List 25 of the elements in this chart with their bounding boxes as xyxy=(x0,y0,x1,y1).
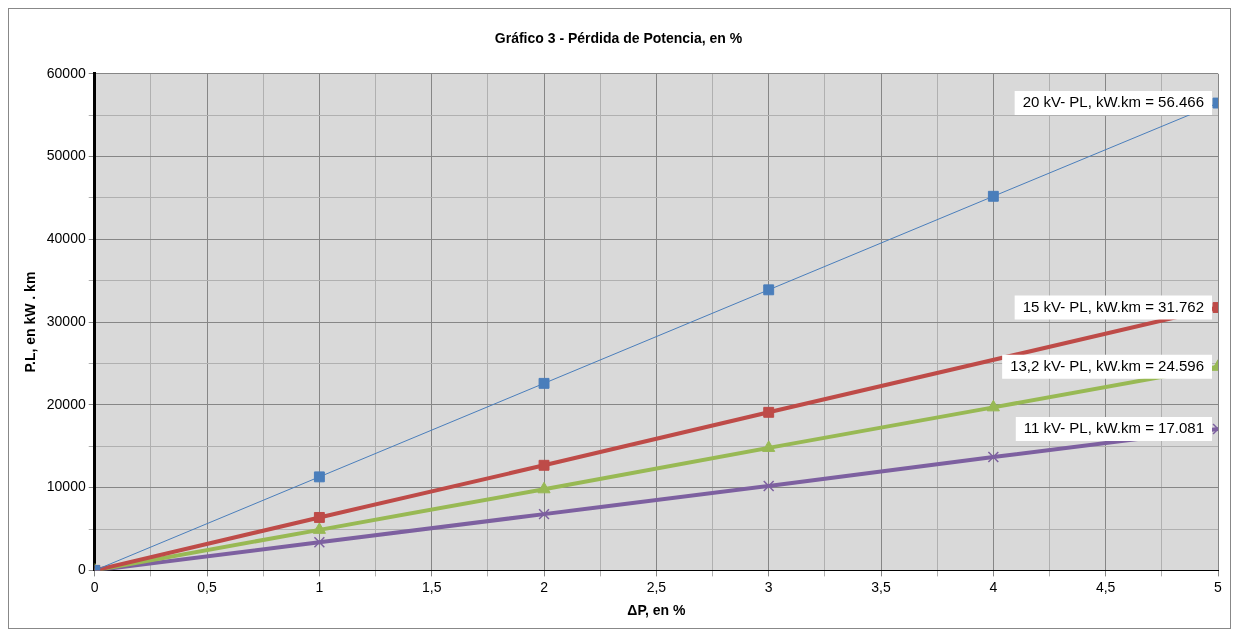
annotation: 20 kV- PL, kW.km = 56.466 xyxy=(1022,93,1204,111)
chart-title: Gráfico 3 - Pérdida de Potencia, en % xyxy=(494,30,743,47)
x-tick-label: 1 xyxy=(315,578,324,595)
x-tick-label: 0 xyxy=(90,578,99,595)
x-tick-label: 3,5 xyxy=(871,578,891,595)
annotation: 13,2 kV- PL, kW.km = 24.596 xyxy=(1010,356,1204,374)
x-tick-label: 2 xyxy=(540,578,549,595)
y-tick-label: 50000 xyxy=(46,147,86,164)
x-tick-label: 5 xyxy=(1214,578,1223,595)
x-tick-label: 4,5 xyxy=(1095,578,1116,595)
annotation: 11 kV- PL, kW.km = 17.081 xyxy=(1023,419,1204,437)
x-tick-label: 3 xyxy=(764,578,773,595)
x-axis-title: ΔP, en % xyxy=(627,602,686,619)
y-tick-label: 10000 xyxy=(46,478,86,495)
x-tick-label: 0,5 xyxy=(197,578,217,595)
y-tick-label: 20000 xyxy=(46,395,86,412)
annotation: 15 kV- PL, kW.km = 31.762 xyxy=(1022,297,1204,315)
y-tick-label: 30000 xyxy=(46,312,86,329)
x-tick-label: 4 xyxy=(989,578,998,595)
x-tick-label: 1,5 xyxy=(421,578,442,595)
x-tick-label: 2,5 xyxy=(646,578,667,595)
y-tick-label: 0 xyxy=(77,561,86,578)
y-axis-title: P.L, en kW . km xyxy=(22,271,39,373)
y-tick-label: 40000 xyxy=(46,230,86,247)
y-tick-label: 60000 xyxy=(46,64,86,81)
